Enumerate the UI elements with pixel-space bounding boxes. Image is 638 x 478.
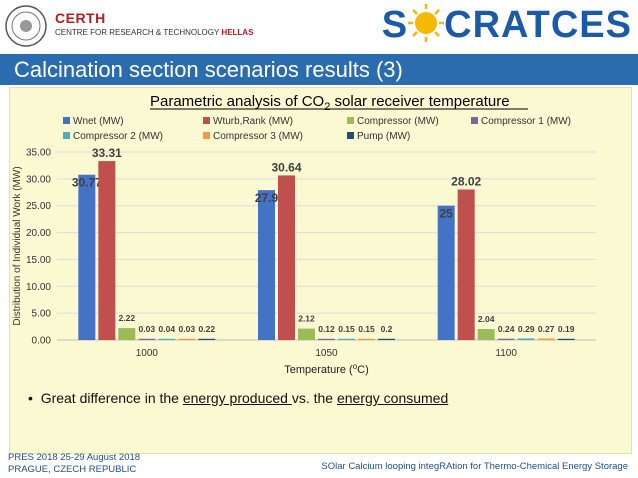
y-tick-label: 15.00	[26, 255, 51, 266]
data-label: 2.22	[119, 313, 136, 323]
data-label: 0.04	[159, 324, 176, 334]
slide-header: CERTH CENTRE FOR RESEARCH & TECHNOLOGY H…	[0, 0, 638, 52]
bar	[477, 329, 495, 340]
bullet-point: • Great difference in the energy produce…	[28, 390, 449, 406]
chart-title: Parametric analysis of CO2 solar receive…	[150, 93, 528, 113]
certh-seal-icon	[5, 5, 47, 47]
y-axis: 0.00 5.00 10.00 15.00 20.00 25.00 30.00 35.00Di…	[12, 148, 51, 347]
legend-label: Compressor 2 (MW)	[73, 131, 163, 142]
org-subtitle: CENTRE FOR RESEARCH & TECHNOLOGY HELLAS	[55, 28, 254, 37]
brand-logo: S CRATCES	[381, 4, 632, 46]
bar	[457, 189, 475, 340]
data-label: 0.12	[318, 324, 335, 334]
bar	[138, 338, 156, 340]
sun-icon	[408, 4, 445, 42]
legend-label: Compressor 3 (MW)	[213, 131, 303, 142]
footer-line2: PRAGUE, CZECH REPUBLIC	[8, 464, 137, 475]
data-label: 0.03	[139, 324, 156, 334]
y-tick-label: 5.00	[32, 309, 52, 320]
data-label: 30.64	[271, 160, 301, 174]
bar	[178, 338, 196, 340]
x-axis-label: Temperature (oC)	[284, 362, 369, 376]
bar	[198, 338, 216, 340]
bar	[358, 338, 375, 340]
bar	[298, 328, 315, 340]
legend-swatch	[347, 132, 354, 139]
bar	[378, 338, 395, 340]
bar	[158, 338, 176, 340]
x-tick-label: 1100	[495, 348, 517, 359]
y-tick-label: 10.00	[26, 282, 51, 293]
data-label: 0.22	[199, 324, 216, 334]
bar	[497, 338, 515, 340]
bar	[258, 190, 275, 340]
footer-conference: PRES 2018 25-29 August 2018 PRAGUE, CZEC…	[8, 452, 140, 476]
bar	[537, 338, 555, 340]
bar	[437, 205, 455, 340]
bar	[78, 174, 96, 340]
data-label: 0.03	[179, 324, 196, 334]
data-label: 0.24	[498, 324, 515, 334]
data-label: 0.2	[381, 324, 393, 334]
data-label: 0.15	[338, 324, 355, 334]
legend-label: Compressor 1 (MW)	[481, 116, 571, 127]
bar	[517, 338, 535, 340]
data-label: 30.77	[72, 176, 102, 190]
data-label: 2.12	[298, 314, 315, 324]
legend-label: Pump (MW)	[357, 131, 410, 142]
bullet-link-consumed: energy consumed	[336, 390, 449, 406]
legend-swatch	[203, 117, 210, 124]
legend-label: Compressor (MW)	[357, 116, 439, 127]
bar	[318, 338, 335, 340]
slide-title: Calcination section scenarios results (3…	[14, 57, 403, 82]
title-bar: Calcination section scenarios results (3…	[0, 54, 638, 85]
data-label: 2.04	[478, 314, 495, 324]
y-tick-label: 30.00	[26, 174, 51, 185]
legend-swatch	[203, 132, 210, 139]
data-label: 0.15	[358, 324, 375, 334]
legend-label: Wturb,Rank (MW)	[213, 116, 293, 127]
bullet-link-produced: energy produced	[182, 390, 292, 406]
org-name: CERTH	[55, 10, 106, 26]
data-label: 25	[439, 207, 453, 221]
x-tick-label: 1000	[136, 348, 159, 359]
x-tick-label: 1050	[315, 348, 338, 359]
legend-swatch	[471, 117, 478, 124]
chart-grid	[57, 151, 596, 341]
data-label: 27.9	[255, 191, 279, 205]
y-tick-label: 25.00	[26, 201, 51, 212]
bar	[557, 338, 575, 340]
legend-swatch	[347, 117, 354, 124]
chart-legend: Wnet (MW) Wturb,Rank (MW) Compressor (MW) C…	[63, 116, 571, 142]
data-label: 28.02	[451, 174, 481, 188]
data-label: 0.29	[518, 324, 535, 334]
y-axis-label: Distribution of Individual Work (MW)	[12, 166, 23, 325]
bar	[98, 161, 116, 340]
legend-swatch	[63, 117, 70, 124]
y-tick-label: 0.00	[32, 336, 52, 347]
data-label: 0.27	[538, 324, 555, 334]
bar	[278, 175, 295, 340]
legend-swatch	[63, 132, 70, 139]
bar	[118, 328, 136, 340]
y-tick-label: 35.00	[26, 148, 51, 159]
data-label: 0.19	[558, 324, 575, 334]
data-label: 33.31	[92, 146, 122, 160]
bar	[338, 338, 355, 340]
x-axis: 1000 1050 1100 Temperature (oC)	[136, 348, 518, 376]
chart-title-text: Parametric analysis of CO2 solar receive…	[150, 93, 510, 113]
legend-label: Wnet (MW)	[73, 116, 124, 127]
footer-line1: PRES 2018 25-29 August 2018	[8, 452, 141, 463]
y-tick-label: 20.00	[26, 228, 51, 239]
footer-project: SOlar Calcium looping integRAtion for Th…	[321, 461, 628, 472]
